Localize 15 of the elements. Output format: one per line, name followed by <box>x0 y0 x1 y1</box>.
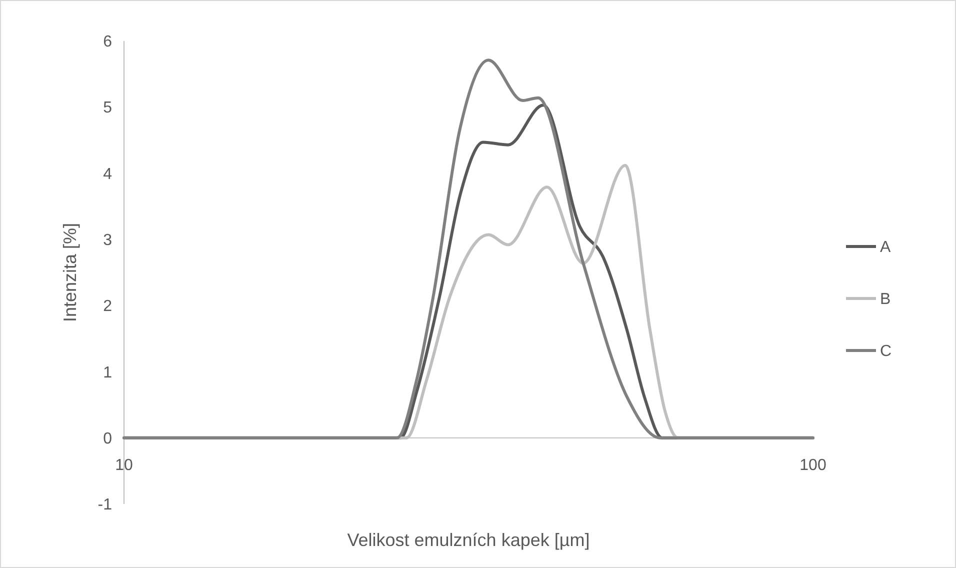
y-tick-label: 4 <box>103 166 112 183</box>
y-tick-label: 1 <box>103 364 112 382</box>
legend-label: B <box>880 291 891 308</box>
y-tick-label: 5 <box>103 100 112 117</box>
y-axis-title: Intenzita [%] <box>60 222 80 322</box>
y-tick-label: 3 <box>103 232 112 250</box>
x-tick-label: 100 <box>800 456 826 474</box>
x-axis-title: Velikost emulzních kapek [µm] <box>347 530 590 550</box>
x-tick-label: 10 <box>115 456 133 474</box>
y-tick-label: -1 <box>98 496 112 514</box>
y-tick-label: 2 <box>103 298 112 316</box>
y-tick-label: 6 <box>103 34 112 51</box>
legend-label: A <box>880 239 891 256</box>
y-tick-label: 0 <box>103 430 112 448</box>
legend-label: C <box>880 343 892 360</box>
